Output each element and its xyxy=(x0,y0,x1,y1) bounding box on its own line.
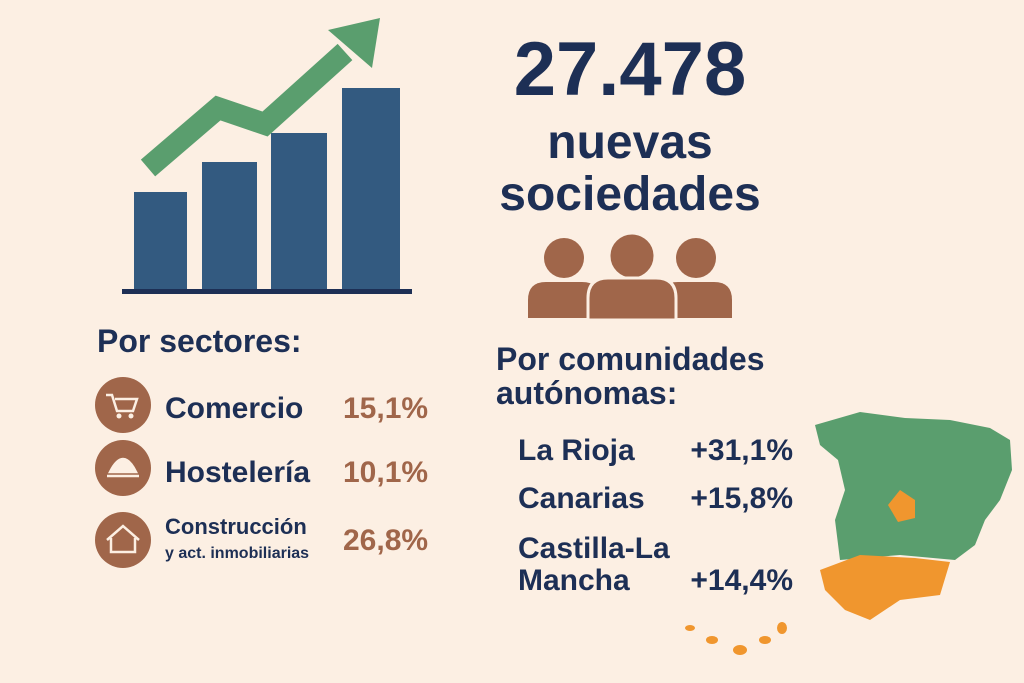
headline-text: sociedades xyxy=(499,168,760,221)
section-title: Por sectores: xyxy=(97,323,302,359)
sector-value: 10,1% xyxy=(343,456,428,489)
region-name: La Rioja xyxy=(518,434,635,467)
region-name: Castilla-La xyxy=(518,532,670,565)
headline-number: 27.478 xyxy=(514,27,746,112)
sector-name: Comercio xyxy=(165,392,303,425)
people-icon xyxy=(528,231,732,322)
region-name: Canarias xyxy=(518,482,645,515)
sector-name: y act. inmobiliarias xyxy=(165,545,309,562)
sector-name: Construcción xyxy=(165,514,307,539)
region-value: +31,1% xyxy=(690,434,793,467)
spain-map xyxy=(685,412,1012,655)
sector-name: Hostelería xyxy=(165,456,310,489)
section-title: autónomas: xyxy=(496,375,677,411)
headline-text: nuevas xyxy=(547,116,712,169)
region-value: +15,8% xyxy=(690,482,793,515)
sector-value: 26,8% xyxy=(343,524,428,557)
sector-icons xyxy=(95,377,151,568)
region-name: Mancha xyxy=(518,564,630,597)
region-value: +14,4% xyxy=(690,564,793,597)
growth-icon xyxy=(122,18,412,294)
section-title: Por comunidades xyxy=(496,341,765,377)
sector-value: 15,1% xyxy=(343,392,428,425)
